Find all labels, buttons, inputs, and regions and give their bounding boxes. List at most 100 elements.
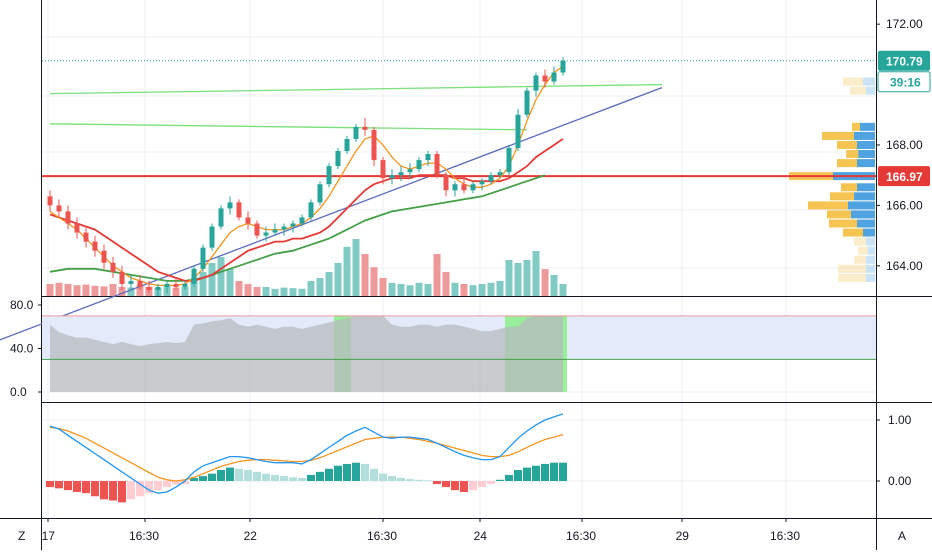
volume-bar [514,263,522,296]
macd-histogram-bar [163,481,171,488]
macd-histogram-bar [379,473,387,481]
macd-histogram-bar [343,463,351,481]
candle [218,205,224,230]
macd-panel[interactable] [46,413,567,503]
volume-bar [64,284,72,296]
candle-body [317,184,323,203]
candle-body [371,129,377,161]
volume-bar [244,284,252,296]
macd-histogram-bar [532,465,540,481]
candle [83,226,89,248]
macd-histogram-bar [217,470,225,481]
countdown-tag [877,71,931,93]
volume-bar [136,285,144,296]
volume-bar [127,287,135,296]
volume-bar [280,287,288,296]
macd-histogram-bar [208,473,216,481]
candle [407,163,413,179]
volume-profile-down [852,122,860,131]
candle-body [308,202,314,218]
macd-histogram-bar [361,463,369,481]
volume-bar [361,254,369,296]
macd-histogram-bar [370,468,378,481]
volume-bar [442,272,450,296]
volume-bar [289,288,297,296]
volume-profile-down [843,228,863,237]
candle [479,178,485,191]
candle [317,181,323,206]
macd-histogram-bar [397,477,405,481]
candle-body [47,196,53,206]
macd-histogram-bar [514,470,522,481]
candle [533,72,539,97]
volume-bar [460,284,468,296]
candle [452,181,458,197]
oscillator-tick-label: 40.0 [10,342,34,356]
timezone-button: Z [18,529,25,543]
candle-body [227,202,233,209]
macd-histogram-bar [307,474,315,481]
volume-profile-up [866,237,875,246]
macd-histogram-bar [280,476,288,481]
volume-profile-up [863,77,875,86]
price-panel[interactable] [0,57,876,341]
candle [281,223,287,236]
candle-body [533,75,539,91]
candle [551,66,557,85]
volume-profile-down [846,150,859,159]
candle-body [74,223,80,233]
macd-histogram-bar [100,481,108,500]
candle-body [389,175,395,179]
candle-body [506,148,512,173]
macd-histogram-bar [442,481,450,488]
trendline-blue[interactable] [0,86,663,342]
macd-histogram-bar [496,479,504,481]
trendline-green[interactable] [49,83,663,95]
macd-histogram-bar [199,476,207,481]
macd-histogram-bar [415,479,423,481]
candle [101,244,107,269]
candle [344,135,350,155]
candle-body [425,154,431,161]
macd-histogram-bar [127,481,135,500]
candle-body [326,166,332,185]
volume-bar [109,284,117,296]
macd-histogram-bar [505,474,513,481]
macd-tick-label: 0.00 [888,474,912,488]
candle [47,190,53,212]
volume-bar [118,287,126,296]
volume-profile-up [857,183,875,192]
volume-bar [253,287,261,296]
macd-histogram-bar [253,471,261,481]
auto-scale-button: A [898,529,906,543]
volume-bar [397,284,405,296]
candle [254,220,260,239]
volume-bar [172,287,180,296]
candle-body [281,226,287,230]
volume-bar [343,246,351,296]
candle-body [335,151,341,167]
oscillator-panel[interactable] [42,315,876,392]
candle [56,199,62,218]
y-tick-label: 168.00 [886,138,923,152]
candle-body [515,114,521,148]
volume-profile-up [867,246,875,255]
macd-signal-line [49,426,564,482]
candle [371,126,377,167]
volume-bar [91,285,99,296]
candle [461,178,467,194]
candle-body [416,160,422,170]
candle-body [173,283,179,287]
trendline-green[interactable] [49,123,528,131]
candle-body [137,280,143,287]
macd-histogram-bar [325,468,333,481]
macd-histogram-bar [64,481,72,491]
candle [506,144,512,176]
x-tick-label: 16:30 [129,529,159,543]
volume-profile-up [851,210,875,219]
candle-body [434,154,440,176]
volume-bar [379,278,387,296]
candle-body [497,172,503,176]
